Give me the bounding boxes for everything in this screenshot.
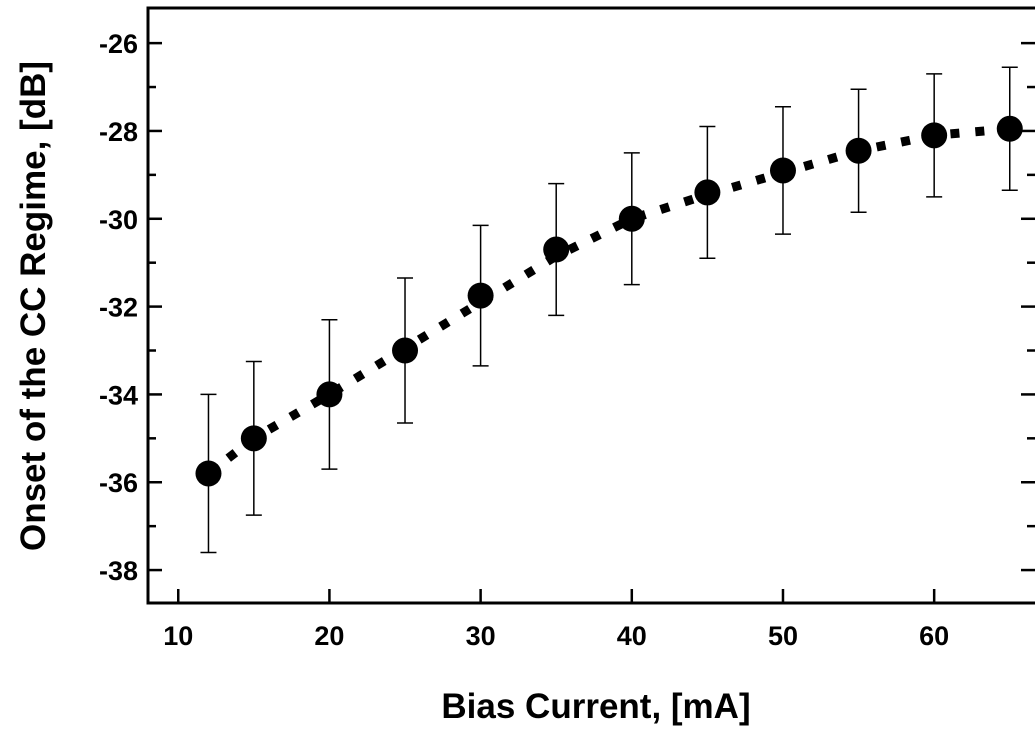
data-point xyxy=(694,179,721,206)
plot-frame xyxy=(146,6,1035,605)
data-point xyxy=(240,425,267,452)
x-tick-label: 60 xyxy=(919,621,949,651)
data-point xyxy=(392,337,419,364)
data-point xyxy=(921,122,948,149)
x-tick-label: 10 xyxy=(163,621,193,651)
x-tick-label: 50 xyxy=(768,621,798,651)
y-axis-title: Onset of the CC Regime, [dB] xyxy=(14,61,53,551)
y-tick-label: -38 xyxy=(99,556,138,586)
data-point xyxy=(195,460,222,487)
error-bar-layer xyxy=(200,66,1018,554)
plot-area xyxy=(146,6,1035,605)
y-axis: -38 -36 -34 -32 -30 -28 -26 xyxy=(99,29,1035,586)
y-tick-label: -36 xyxy=(99,468,138,498)
data-point xyxy=(467,282,494,309)
fit-line xyxy=(205,124,1011,478)
x-tick-label: 30 xyxy=(466,621,496,651)
data-point xyxy=(845,137,872,164)
data-point xyxy=(543,236,570,263)
x-axis: 10 20 30 40 50 60 xyxy=(163,589,949,651)
y-tick-label: -28 xyxy=(99,117,138,147)
fit-line-layer xyxy=(205,124,1011,478)
data-point xyxy=(316,381,343,408)
x-tick-label: 20 xyxy=(314,621,344,651)
y-tick-label: -30 xyxy=(99,205,138,235)
x-tick-label: 40 xyxy=(617,621,647,651)
data-point xyxy=(996,115,1023,142)
y-tick-label: -34 xyxy=(99,380,138,410)
y-tick-label: -32 xyxy=(99,293,138,323)
data-point-layer xyxy=(195,115,1023,487)
data-point xyxy=(618,205,645,232)
x-axis-title: Bias Current, [mA] xyxy=(441,687,750,726)
data-point xyxy=(769,157,796,184)
y-tick-label: -26 xyxy=(99,29,138,59)
